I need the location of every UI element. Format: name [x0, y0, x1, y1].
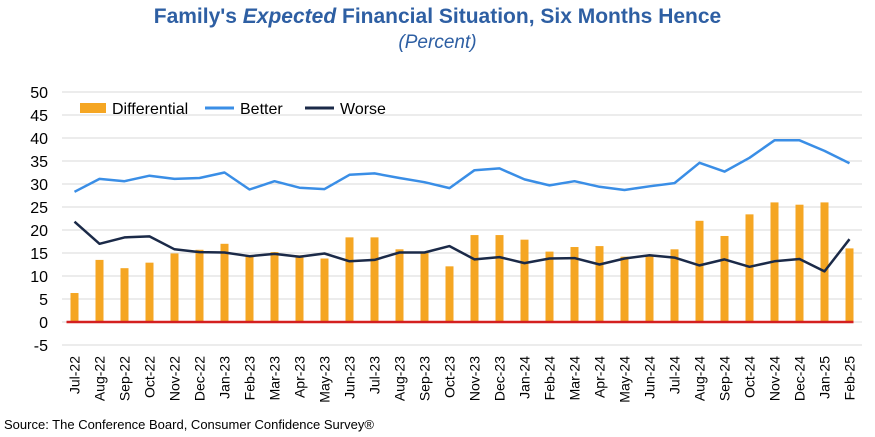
- y-tick-label: 20: [30, 223, 48, 240]
- x-tick-label: Jun-24: [642, 356, 658, 399]
- bar-differential: [220, 243, 229, 322]
- x-tick-label: Apr-23: [292, 356, 308, 398]
- bar-differential: [245, 255, 254, 322]
- title-emphasis: Expected: [242, 5, 337, 28]
- source-note: Source: The Conference Board, Consumer C…: [4, 417, 374, 432]
- bar-differential: [295, 255, 304, 322]
- x-tick-label: Mar-24: [567, 356, 583, 401]
- bar-differential: [545, 251, 554, 322]
- x-tick-label: Dec-22: [192, 356, 208, 401]
- bar-differential: [620, 256, 629, 322]
- x-tick-label: Feb-23: [242, 356, 258, 401]
- x-tick-label: Jul-22: [67, 356, 83, 394]
- legend-swatch-differential: [80, 103, 106, 113]
- bar-differential: [395, 249, 404, 322]
- x-tick-label: Nov-22: [167, 356, 183, 401]
- line-worse: [73, 220, 851, 273]
- x-tick-label: Dec-23: [492, 356, 508, 401]
- x-tick-label: Aug-22: [92, 356, 108, 401]
- bar-differential: [670, 249, 679, 322]
- x-tick-label: Jun-23: [342, 356, 358, 399]
- x-tick-label: Jul-24: [667, 356, 683, 394]
- bar-differential: [270, 252, 279, 322]
- y-tick-label: 30: [30, 177, 48, 194]
- x-tick-label: Nov-24: [767, 356, 783, 401]
- legend-label-worse: Worse: [340, 101, 386, 118]
- bar-differential: [170, 253, 179, 322]
- x-tick-label: Feb-24: [542, 356, 558, 401]
- bar-differential: [520, 239, 529, 322]
- x-tick-label: Jan-25: [817, 356, 833, 399]
- x-tick-label: Sep-24: [717, 356, 733, 401]
- x-tick-label: Jan-24: [517, 356, 533, 399]
- bar-differential: [420, 251, 429, 322]
- x-tick-label: Feb-25: [842, 356, 858, 401]
- y-tick-label: 0: [39, 315, 48, 332]
- bar-differential: [195, 249, 204, 322]
- x-tick-label: Sep-22: [117, 356, 133, 401]
- line-better: [73, 139, 851, 193]
- y-tick-label: 40: [30, 131, 48, 148]
- x-tick-label: Oct-24: [742, 356, 758, 398]
- bar-differential: [820, 202, 829, 322]
- bar-differential: [570, 247, 579, 322]
- bar-differential: [795, 204, 804, 322]
- bar-differential: [470, 235, 479, 322]
- bar-differential: [720, 235, 729, 322]
- x-tick-label: May-24: [617, 356, 633, 403]
- x-tick-label: Mar-23: [267, 356, 283, 401]
- bar-differential: [95, 259, 104, 322]
- y-tick-label: 25: [30, 200, 48, 217]
- x-tick-label: Aug-23: [392, 356, 408, 401]
- x-tick-label: Sep-23: [417, 356, 433, 401]
- bar-differential: [70, 293, 79, 322]
- bar-differential: [370, 237, 379, 322]
- x-tick-label: Oct-23: [442, 356, 458, 398]
- y-tick-label: -5: [34, 338, 48, 355]
- bar-differential: [645, 255, 654, 322]
- bar-differential: [120, 268, 129, 322]
- bar-differential: [845, 248, 854, 322]
- chart-subtitle: (Percent): [398, 32, 477, 53]
- y-tick-label: 10: [30, 269, 48, 286]
- bar-differential: [695, 220, 704, 322]
- bar-differential: [745, 214, 754, 322]
- bar-differential: [145, 262, 154, 322]
- bar-differential: [445, 266, 454, 322]
- y-tick-label: 35: [30, 154, 48, 171]
- x-tick-label: Jan-23: [217, 356, 233, 399]
- bar-differential: [320, 258, 329, 322]
- y-tick-label: 5: [39, 292, 48, 309]
- bar-differential: [595, 246, 604, 322]
- chart-title: Family's Expected Financial Situation, S…: [153, 5, 722, 28]
- x-tick-label: Oct-22: [142, 356, 158, 398]
- x-tick-label: Apr-24: [592, 356, 608, 398]
- bar-differential: [345, 237, 354, 322]
- legend-label-better: Better: [240, 101, 283, 118]
- y-tick-label: 45: [30, 108, 48, 125]
- legend-label-differential: Differential: [112, 101, 188, 118]
- x-tick-label: Nov-23: [467, 356, 483, 401]
- x-tick-label: Jul-23: [367, 356, 383, 394]
- bar-differential: [495, 235, 504, 322]
- y-tick-label: 15: [30, 246, 48, 263]
- x-tick-label: Dec-24: [792, 356, 808, 401]
- x-tick-label: May-23: [317, 356, 333, 403]
- y-tick-label: 50: [30, 85, 48, 102]
- x-tick-label: Aug-24: [692, 356, 708, 401]
